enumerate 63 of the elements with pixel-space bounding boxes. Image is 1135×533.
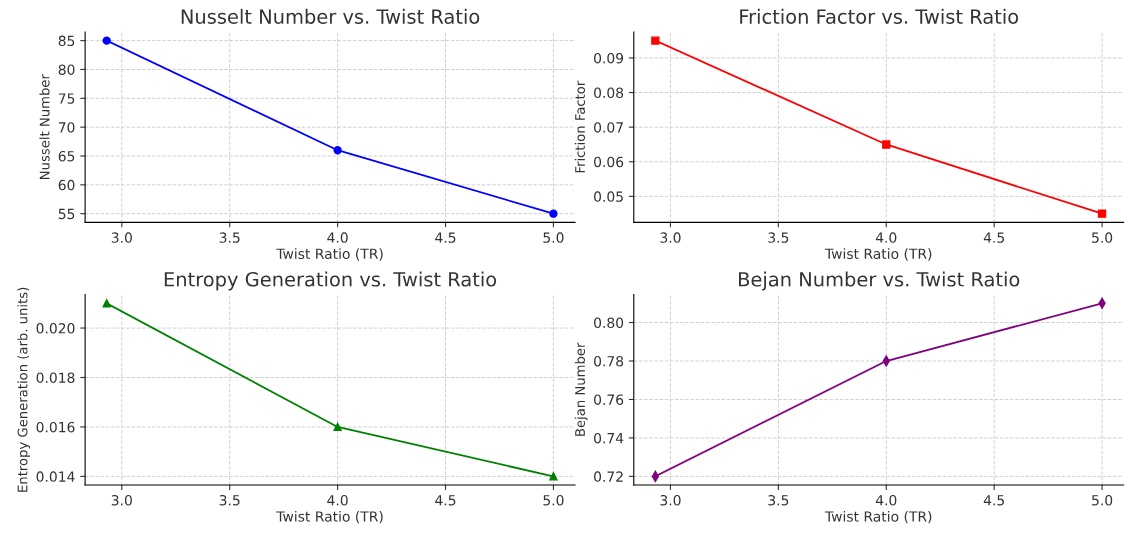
y-axis-title: Bejan Number	[574, 342, 588, 436]
x-tick-label: 3.0	[660, 232, 681, 243]
point	[549, 472, 558, 481]
y-tick-label: 0.07	[594, 122, 623, 133]
x-tick-label: 3.0	[111, 495, 132, 506]
y-tick-label: 75	[58, 93, 75, 104]
y-axis-title: Entropy Generation (arb. units)	[17, 287, 31, 492]
point	[1097, 209, 1107, 218]
y-tick-label: 80	[58, 64, 75, 75]
y-tick-label: 0.74	[594, 432, 624, 444]
x-axis-title: Twist Ratio (TR)	[276, 510, 383, 524]
chart-title: Friction Factor vs. Twist Ratio	[740, 8, 1019, 24]
point	[102, 299, 111, 308]
x-tick-label: 4.0	[875, 495, 897, 506]
point	[651, 470, 660, 482]
y-axis-title: Friction Factor	[574, 80, 586, 173]
x-tick-label: 4.0	[327, 232, 348, 243]
x-tick-label: 3.0	[660, 495, 681, 506]
y-tick-label: 0.08	[594, 87, 624, 99]
y-tick-label: 0.014	[36, 471, 75, 482]
x-tick-label: 3.5	[219, 232, 240, 243]
y-tick-label: 0.018	[36, 372, 75, 383]
y-tick-label: 0.78	[594, 355, 624, 367]
x-tick-label: 3.5	[768, 495, 789, 506]
point	[651, 36, 660, 45]
x-axis-title: Twist Ratio (TR)	[824, 510, 932, 524]
chart-title: Bejan Number vs. Twist Ratio	[739, 271, 1020, 291]
y-tick-label: 0.016	[36, 421, 75, 433]
x-tick-label: 5.0	[543, 232, 564, 243]
x-tick-label: 5.0	[1092, 495, 1113, 506]
point	[333, 422, 342, 432]
y-tick-label: 0.76	[594, 394, 624, 405]
y-tick-label: 60	[58, 179, 75, 191]
y-tick-label: 0.05	[594, 191, 623, 202]
y-tick-label: 65	[58, 150, 75, 162]
point	[333, 146, 342, 155]
y-axis-title: Nusselt Number	[39, 74, 50, 179]
y-tick-label: 0.72	[594, 471, 623, 482]
chart-title: Entropy Generation vs. Twist Ratio	[164, 271, 497, 291]
x-tick-label: 4.0	[875, 232, 897, 243]
x-tick-label: 5.0	[543, 495, 564, 506]
y-tick-label: 0.80	[594, 317, 624, 329]
y-tick-label: 85	[58, 35, 75, 47]
point	[882, 140, 891, 149]
x-tick-label: 3.0	[111, 232, 132, 243]
x-tick-label: 5.0	[1092, 232, 1113, 243]
y-tick-label: 0.09	[594, 52, 624, 64]
x-axis-title: Twist Ratio (TR)	[276, 248, 383, 261]
x-tick-label: 3.5	[219, 495, 240, 506]
point	[102, 36, 111, 45]
x-tick-label: 4.5	[983, 232, 1004, 243]
y-tick-label: 0.06	[594, 156, 624, 168]
x-tick-label: 4.5	[983, 495, 1004, 506]
y-tick-label: 0.020	[36, 323, 75, 334]
x-axis-title: Twist Ratio (TR)	[824, 248, 932, 261]
chart-title: Nusselt Number vs. Twist Ratio	[181, 8, 480, 24]
x-tick-label: 4.5	[435, 495, 456, 506]
x-tick-label: 4.0	[327, 495, 348, 506]
x-tick-label: 4.5	[435, 232, 456, 243]
x-tick-label: 3.5	[768, 232, 789, 243]
point	[549, 209, 558, 218]
y-tick-label: 70	[58, 122, 75, 133]
y-tick-label: 55	[58, 208, 75, 220]
